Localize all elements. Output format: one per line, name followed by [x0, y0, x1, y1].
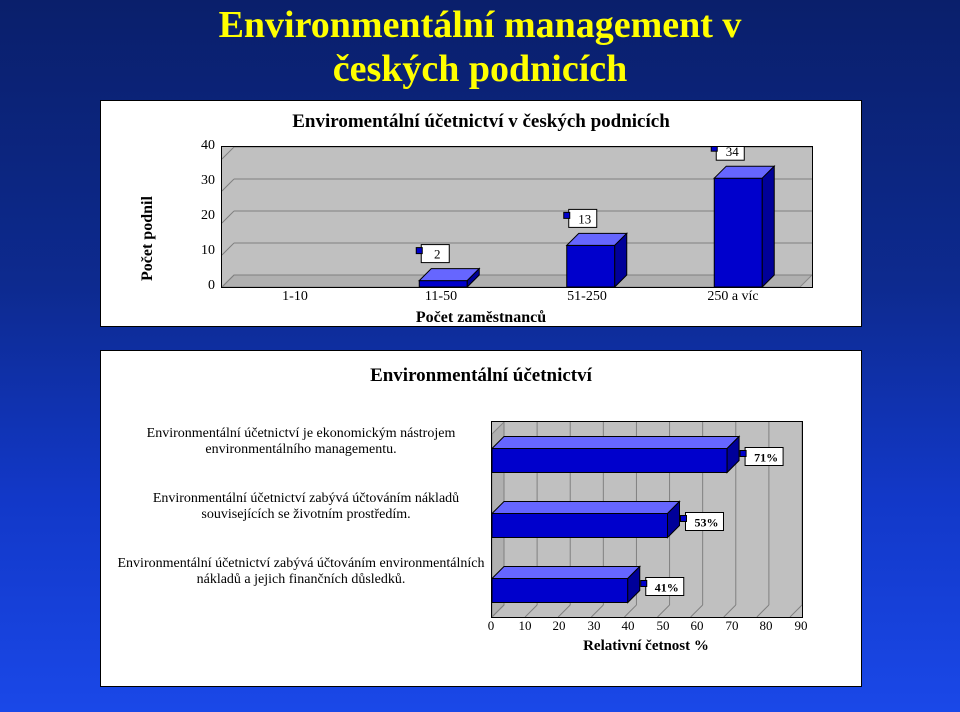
chart2-xlabel: Relativní četnost % — [491, 638, 801, 655]
title-line1: Environmentální management v — [0, 4, 960, 48]
chart2-plotarea: 71% 53% 41% — [491, 421, 803, 618]
chart1-xtick: 1-10 — [235, 289, 355, 305]
chart2: Environmentální účetnictví Relativní čet… — [100, 350, 862, 687]
chart2-xtick: 0 — [474, 618, 508, 634]
chart1-ytick: 20 — [191, 208, 215, 224]
chart2-xtick: 20 — [542, 618, 576, 634]
svg-text:13: 13 — [578, 211, 591, 226]
chart1: Enviromentální účetnictví v českých podn… — [100, 100, 862, 327]
chart2-xtick: 30 — [577, 618, 611, 634]
chart1-ytick: 40 — [191, 138, 215, 154]
chart1-ylabel: Počet podnil — [139, 196, 157, 281]
chart2-category: Environmentální účetnictví je ekonomický… — [116, 426, 486, 458]
chart1-ytick: 30 — [191, 173, 215, 189]
title-line2: českých podnicích — [0, 48, 960, 92]
chart1-ytick: 10 — [191, 243, 215, 259]
svg-text:53%: 53% — [694, 516, 718, 530]
chart2-xtick: 60 — [680, 618, 714, 634]
chart2-xtick: 40 — [611, 618, 645, 634]
chart2-xtick: 70 — [715, 618, 749, 634]
chart2-category: Environmentální účetnictví zabývá účtová… — [116, 556, 486, 588]
chart2-xtick: 50 — [646, 618, 680, 634]
chart2-title: Environmentální účetnictví — [101, 365, 861, 387]
chart1-xlabel: Počet zaměstnanců — [101, 309, 861, 327]
chart1-xtick: 250 a víc — [673, 289, 793, 305]
chart1-xtick: 11-50 — [381, 289, 501, 305]
chart1-ytick: 0 — [191, 278, 215, 294]
chart1-xtick: 51-250 — [527, 289, 647, 305]
svg-text:2: 2 — [434, 247, 441, 262]
chart2-svg: 71% 53% 41% — [492, 422, 802, 617]
svg-text:34: 34 — [726, 147, 740, 159]
chart2-xtick: 80 — [749, 618, 783, 634]
page-title: Environmentální management v českých pod… — [0, 0, 960, 91]
chart1-title: Enviromentální účetnictví v českých podn… — [101, 111, 861, 133]
chart1-plotarea: 2 13 34 — [221, 146, 813, 288]
chart2-category: Environmentální účetnictví zabývá účtová… — [126, 491, 486, 523]
svg-text:41%: 41% — [655, 581, 679, 595]
chart2-xtick: 90 — [784, 618, 818, 634]
chart1-svg: 2 13 34 — [222, 147, 812, 287]
svg-text:71%: 71% — [754, 451, 778, 465]
chart2-xtick: 10 — [508, 618, 542, 634]
